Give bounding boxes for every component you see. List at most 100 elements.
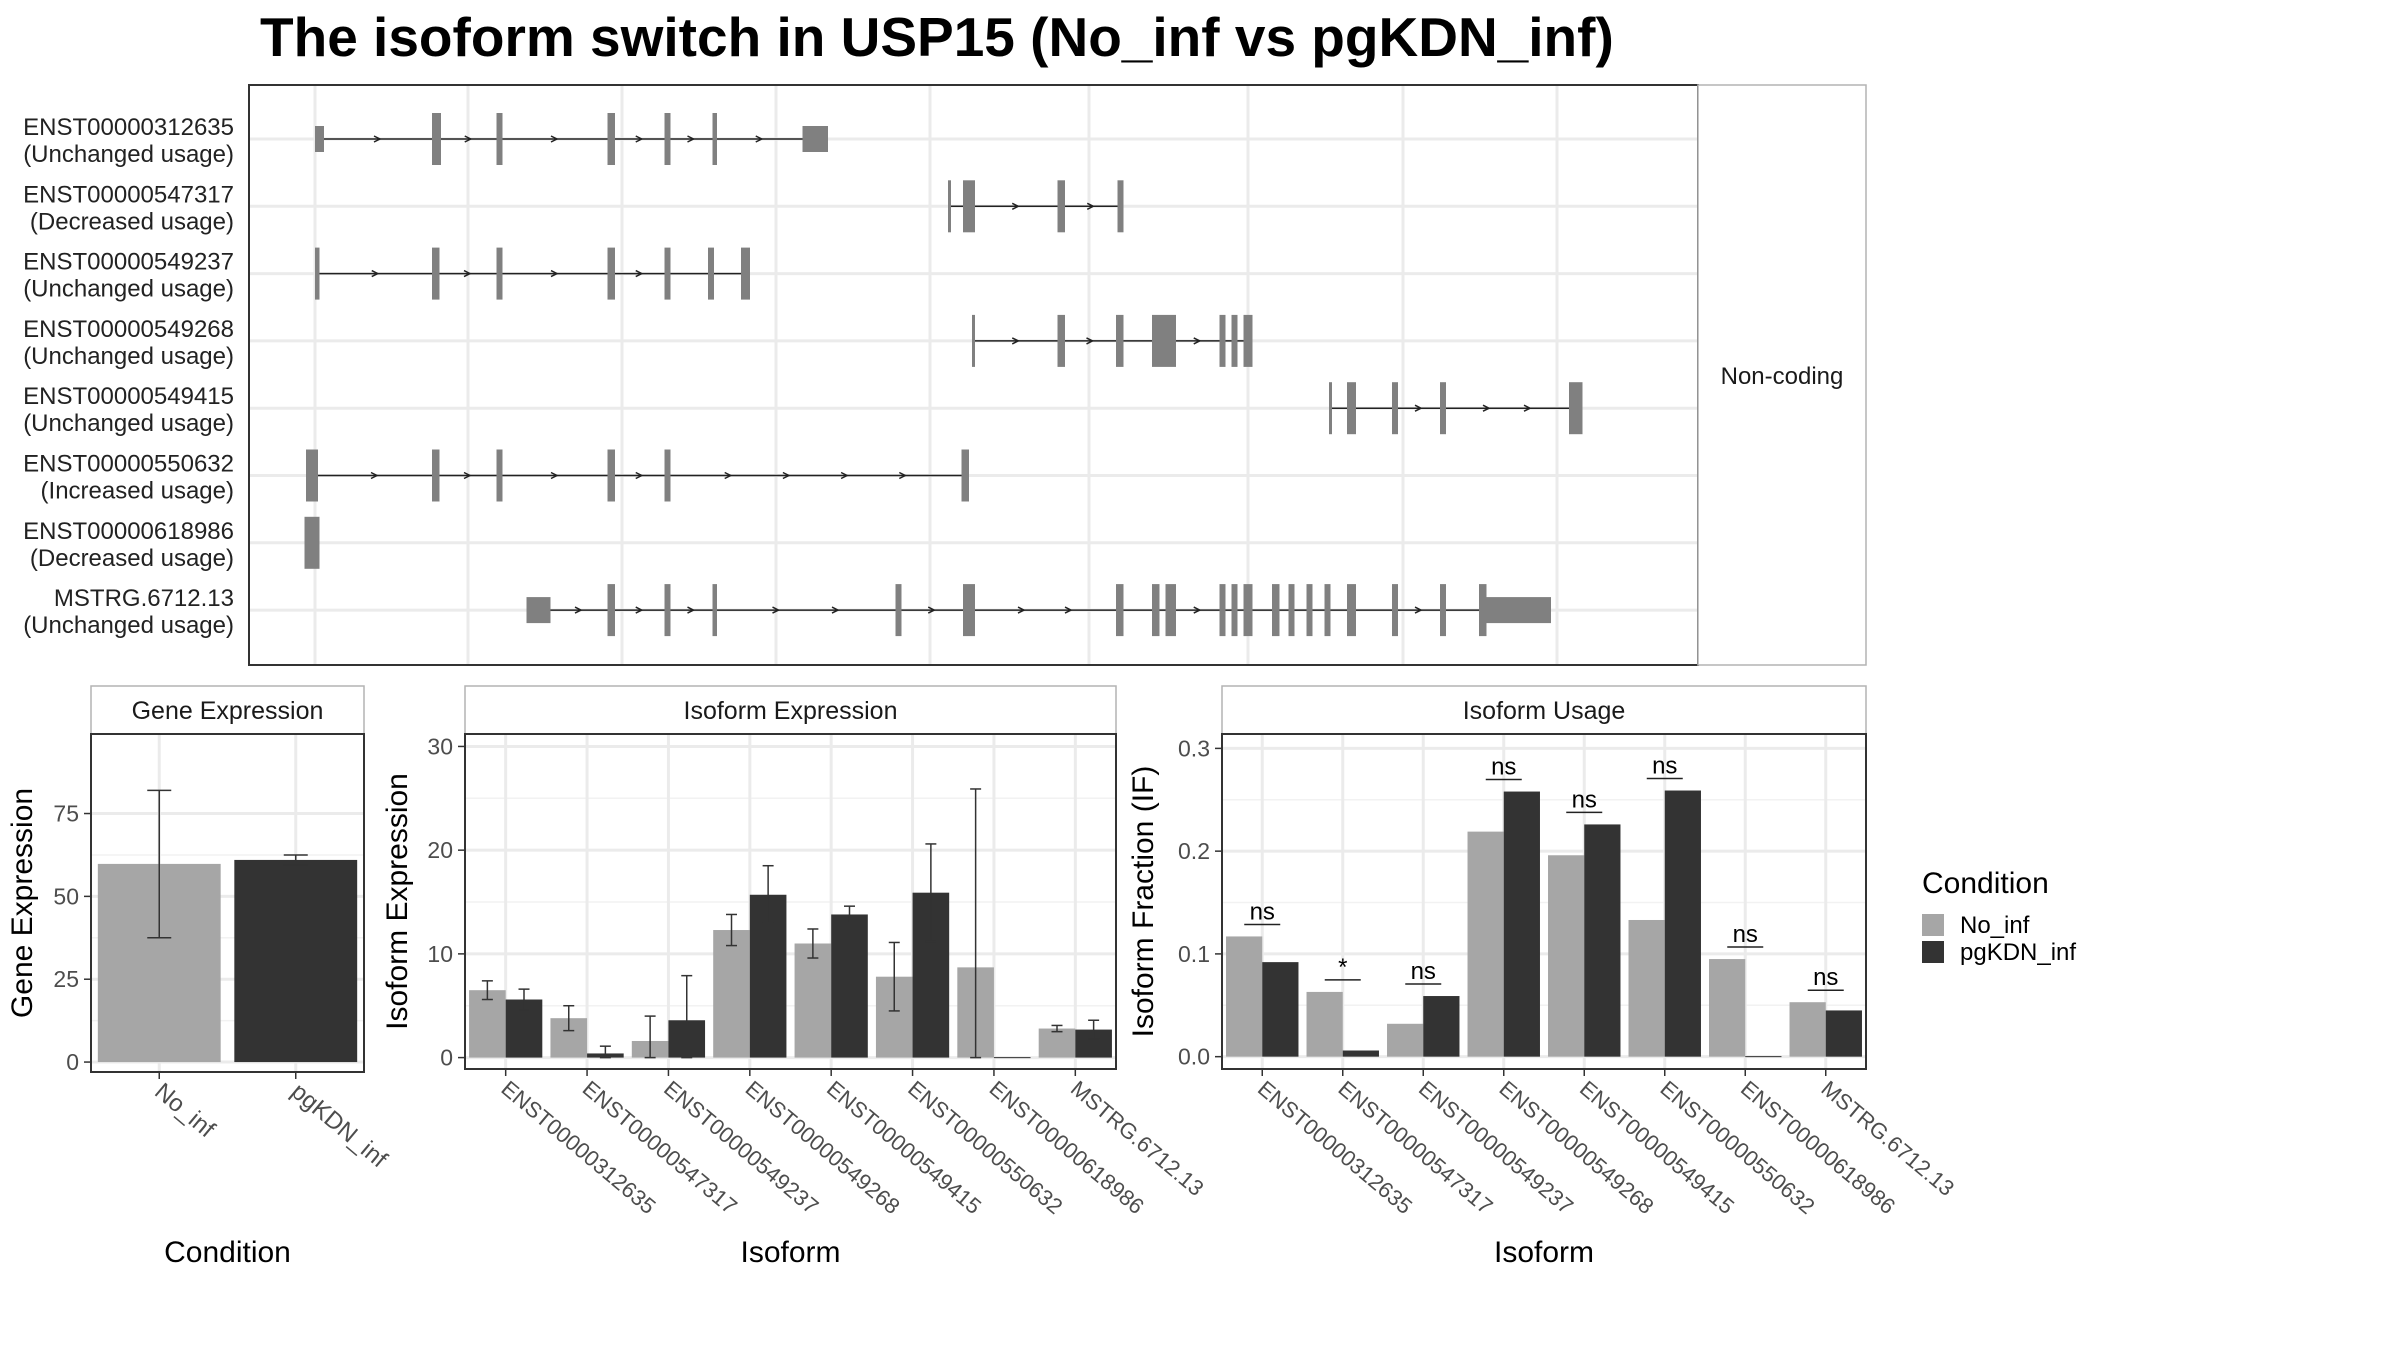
strand-arrow xyxy=(1414,404,1423,412)
bar-no-inf xyxy=(1628,919,1665,1057)
panel-strip xyxy=(1221,685,1867,735)
strand-arrow xyxy=(1064,606,1073,614)
exon xyxy=(1231,584,1238,637)
bar-pgkdn-inf xyxy=(1664,790,1701,1057)
exon xyxy=(1231,314,1238,367)
x-tick-label: ENST00000549415 xyxy=(822,1076,986,1219)
exon xyxy=(1117,180,1124,233)
exon xyxy=(1329,382,1332,435)
x-tick-label: No_inf xyxy=(149,1078,220,1143)
exon xyxy=(1347,584,1356,637)
structure-side-strip xyxy=(1697,84,1867,666)
strand-arrow xyxy=(550,471,559,480)
y-axis-title: Isoform Fraction (IF) xyxy=(1127,766,1160,1038)
y-tick-label: 0.0 xyxy=(1178,1044,1210,1070)
figure-title: The isoform switch in USP15 (No_inf vs p… xyxy=(260,6,1614,68)
strand-arrow xyxy=(772,606,781,614)
exon xyxy=(607,113,615,165)
strand-arrow xyxy=(840,471,849,480)
strand-arrow xyxy=(687,135,696,143)
exon xyxy=(1116,584,1124,637)
isoform-id-label: ENST00000312635 xyxy=(23,114,234,141)
exon xyxy=(1392,382,1398,435)
x-tick-label: ENST00000618986 xyxy=(985,1076,1149,1219)
isoform-usage-label: (Unchanged usage) xyxy=(23,343,234,370)
exon xyxy=(304,516,320,569)
isoform-id-label: ENST00000618986 xyxy=(23,518,234,545)
exon xyxy=(526,597,551,624)
exon xyxy=(963,180,975,233)
isoform-structure-panel: ENST00000312635(Unchanged usage)ENST0000… xyxy=(23,84,1867,666)
bar-no-inf xyxy=(1038,1028,1076,1058)
exon xyxy=(315,126,324,152)
significance-label: ns xyxy=(1572,786,1597,813)
isoform-usage-label: (Increased usage) xyxy=(41,478,234,505)
isoform-expression-panel: Isoform Expression 0 10 20 30 ENST00000312635… xyxy=(381,685,1209,1269)
exon xyxy=(432,449,440,502)
exon xyxy=(1569,382,1583,435)
exon xyxy=(972,314,975,367)
exon xyxy=(1324,584,1331,637)
exon xyxy=(712,113,717,165)
panel-strip-title: Isoform Expression xyxy=(684,697,898,725)
y-tick-label: 25 xyxy=(53,966,79,992)
exon xyxy=(948,180,951,233)
panel-strip-title: Isoform Usage xyxy=(1463,697,1626,725)
strand-arrow xyxy=(1414,606,1423,614)
x-axis-title: Isoform xyxy=(1494,1236,1594,1269)
bar-no-inf xyxy=(1789,1002,1826,1057)
exon xyxy=(306,449,318,502)
bar-no-inf xyxy=(1226,936,1263,1057)
exon xyxy=(1392,584,1398,637)
bar-no-inf xyxy=(1306,991,1343,1057)
y-tick-label: 0.3 xyxy=(1178,735,1210,761)
exon xyxy=(712,584,717,637)
exon xyxy=(1219,314,1226,367)
legend-title: Condition xyxy=(1922,867,2049,900)
y-tick-label: 0 xyxy=(440,1045,453,1071)
isoform-track-enst00000312635 xyxy=(315,113,828,165)
strand-arrow xyxy=(724,471,733,480)
strand-arrow xyxy=(1011,202,1020,210)
isoform-track-enst00000549415 xyxy=(1329,382,1583,435)
exon xyxy=(1152,584,1160,637)
strand-arrow xyxy=(464,135,473,143)
exon xyxy=(708,247,714,300)
exon xyxy=(963,584,975,637)
isoform-usage-label: (Unchanged usage) xyxy=(23,276,234,303)
bar-no-inf xyxy=(1467,831,1504,1057)
strand-arrow xyxy=(635,135,644,143)
significance-label: ns xyxy=(1813,964,1838,991)
isoform-usage-label: (Decreased usage) xyxy=(30,208,234,235)
strand-arrow xyxy=(1011,337,1020,345)
significance-label: ns xyxy=(1491,754,1516,781)
y-axis-title: Gene Expression xyxy=(6,788,39,1018)
panel-frame xyxy=(464,733,1117,1070)
exon xyxy=(1219,584,1226,637)
isoform-track-enst00000550632 xyxy=(306,449,969,502)
strand-arrow xyxy=(574,606,583,614)
exon xyxy=(741,247,750,300)
strand-arrow xyxy=(898,471,907,480)
strand-arrow xyxy=(687,606,696,614)
isoform-usage-label: (Decreased usage) xyxy=(30,545,234,572)
exon xyxy=(664,247,671,300)
x-tick-label: ENST00000549237 xyxy=(659,1076,823,1219)
strand-arrow xyxy=(463,269,472,278)
exon xyxy=(496,449,503,502)
isoform-usage-label: (Unchanged usage) xyxy=(23,141,234,168)
bar-pgkdn-inf xyxy=(234,859,358,1063)
y-tick-label: 30 xyxy=(427,733,453,759)
isoform-id-label: ENST00000549237 xyxy=(23,249,234,276)
bar-pgkdn-inf xyxy=(1503,791,1540,1057)
bar-no-inf xyxy=(794,943,832,1058)
significance-label: ns xyxy=(1733,921,1758,948)
bar-pgkdn-inf xyxy=(1423,996,1460,1057)
x-axis-title: Condition xyxy=(164,1236,291,1269)
exon xyxy=(1057,314,1065,367)
y-tick-label: 20 xyxy=(427,837,453,863)
exon xyxy=(895,584,902,637)
exon xyxy=(664,449,671,502)
strand-arrow xyxy=(370,471,379,480)
bar-no-inf xyxy=(1387,1023,1424,1057)
